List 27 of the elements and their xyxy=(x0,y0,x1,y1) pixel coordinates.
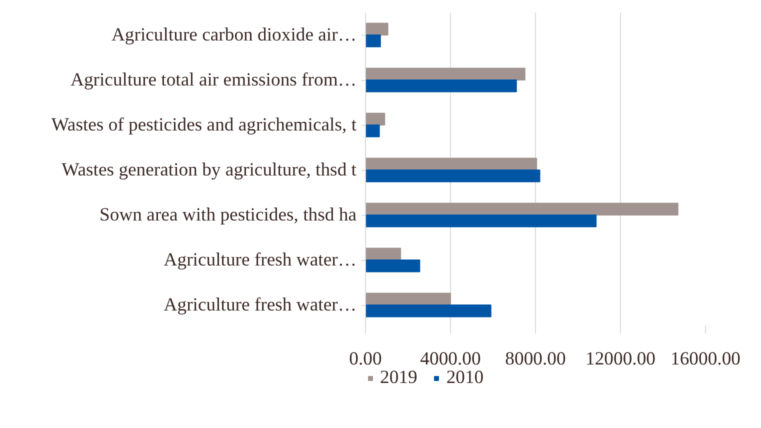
x-tick-label: 0.00 xyxy=(349,348,382,370)
bar xyxy=(366,214,597,228)
bar xyxy=(366,260,420,272)
x-tick-label: 12000.00 xyxy=(586,348,656,370)
bar xyxy=(366,22,388,36)
y-tick-label: Sown area with pesticides, thsd ha xyxy=(100,204,358,226)
y-tick-label: Wastes generation by agriculture, thsd t xyxy=(62,160,358,180)
y-tick-label: Agriculture fresh water… xyxy=(164,250,356,270)
bar xyxy=(366,112,386,126)
y-tick-label: Agriculture fresh water… xyxy=(164,294,356,316)
bar xyxy=(366,124,380,138)
bar xyxy=(366,170,540,182)
legend-label: 2010 xyxy=(446,367,484,389)
bar xyxy=(366,304,492,318)
bar xyxy=(366,68,526,80)
x-tick-label: 8000.00 xyxy=(505,348,566,370)
x-tick-label: 4000.00 xyxy=(420,348,481,370)
y-tick-label: Agriculture total air emissions from… xyxy=(70,70,357,90)
x-tick-label: 16000.00 xyxy=(670,348,740,370)
y-tick-label: Wastes of pesticides and agrichemicals, t xyxy=(51,114,358,136)
legend-label: 2019 xyxy=(380,367,418,389)
bar xyxy=(366,34,381,48)
y-tick-label: Agriculture carbon dioxide air… xyxy=(111,24,357,46)
bar xyxy=(366,158,538,170)
bar xyxy=(366,202,678,216)
bar xyxy=(366,80,517,92)
bar xyxy=(366,292,451,306)
